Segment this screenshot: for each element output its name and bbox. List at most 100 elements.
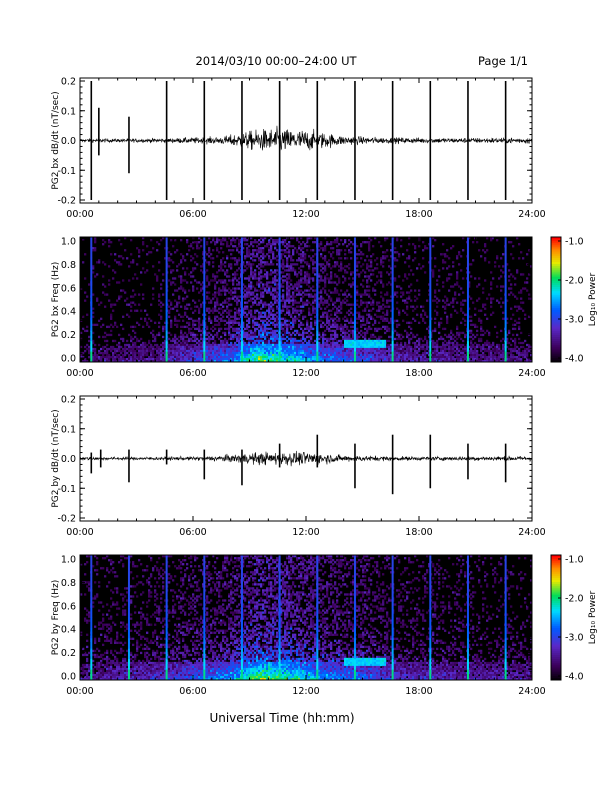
spectrogram-cell — [332, 359, 335, 363]
spectrogram-cell — [148, 359, 151, 363]
spectrogram-cell — [384, 317, 387, 320]
spectrogram-cell — [472, 343, 475, 347]
spectrogram-cell — [212, 359, 215, 363]
spectrogram-cell — [448, 353, 451, 357]
spectrogram-cell — [282, 333, 285, 337]
spectrogram-cell — [178, 345, 181, 349]
spectrogram-cell — [178, 301, 181, 304]
spectrogram-cell — [308, 341, 311, 345]
spectrogram-cell — [246, 345, 249, 349]
spectrogram-cell — [352, 303, 355, 306]
spectrogram-cell — [394, 265, 397, 268]
spectrogram-cell — [356, 347, 359, 351]
spectrogram-cell — [350, 295, 353, 298]
spectrogram-cell — [384, 343, 387, 347]
spectrogram-cell — [256, 323, 259, 327]
spectrogram-cell — [384, 305, 387, 308]
spectrogram-cell — [336, 323, 339, 327]
spectrogram-cell — [286, 247, 289, 250]
spectrogram-cell — [326, 243, 329, 246]
spectrogram-cell — [338, 349, 341, 353]
spectrogram-cell — [214, 241, 217, 244]
spectrogram-cell — [444, 255, 447, 258]
spectrogram-cell — [200, 335, 203, 339]
spectrogram-cell — [324, 265, 327, 268]
spectrogram-cell — [360, 301, 363, 304]
spectrogram-cell — [238, 321, 241, 324]
spectrogram-cell — [256, 297, 259, 300]
spectrogram-cell — [312, 345, 315, 349]
spectrogram-cell — [98, 259, 101, 262]
spectrogram-cell — [298, 333, 301, 337]
spectrogram-cell — [280, 331, 283, 335]
spectrogram-cell — [170, 343, 173, 347]
spectrogram-cell — [256, 293, 259, 296]
spectrogram-cell — [254, 345, 257, 349]
spectrogram-cell — [434, 265, 437, 268]
spectrogram-cell — [156, 345, 159, 349]
spectrogram-cell — [380, 263, 383, 266]
spectrogram-cell — [230, 279, 233, 282]
spectrogram-cell — [262, 301, 265, 304]
spectrogram-cell — [390, 349, 393, 353]
spectrogram-cell — [122, 339, 125, 343]
spectrogram-cell — [226, 269, 229, 272]
spectrogram-cell — [436, 347, 439, 351]
spectrogram-cell — [150, 347, 153, 351]
spectrogram-cell — [92, 267, 95, 270]
spectrogram-cell — [330, 333, 333, 337]
spectrogram-cell — [318, 359, 321, 363]
spectrogram-cell — [364, 347, 367, 351]
spectrogram-cell — [272, 303, 275, 306]
spectrogram-cell — [274, 345, 277, 349]
spectrogram-cell — [232, 337, 235, 341]
spectrogram-cell — [244, 237, 247, 240]
spectrogram-cell — [92, 311, 95, 314]
spectrogram-cell — [222, 347, 225, 351]
spectrogram-cell — [408, 273, 411, 276]
spectrogram-cell — [342, 293, 345, 296]
spectrogram-cell — [434, 353, 437, 357]
spectrogram-cell — [188, 351, 191, 355]
spectrogram-cell — [284, 269, 287, 272]
spectrogram-cell — [326, 311, 329, 314]
spectrogram-cell — [236, 311, 239, 314]
spectrogram-cell — [248, 325, 251, 329]
spectrogram-cell — [356, 341, 359, 345]
spectrogram-cell — [286, 273, 289, 276]
spectrogram-cell — [264, 341, 267, 345]
spectrogram-cell — [102, 347, 105, 351]
spectrogram-cell — [306, 319, 309, 322]
spectrogram-cell — [268, 239, 271, 242]
spectrogram-cell — [416, 279, 419, 282]
spectrogram-cell — [344, 357, 347, 361]
spectrogram-cell — [244, 347, 247, 351]
spectrogram-cell — [206, 275, 209, 278]
spectrogram-cell — [246, 267, 249, 270]
spectrogram-cell — [380, 351, 383, 355]
spectrogram-cell — [92, 347, 95, 351]
spectrogram-cell — [326, 349, 329, 353]
spectrogram-cell — [332, 303, 335, 306]
spectrogram-cell — [304, 359, 307, 363]
spectrogram-cell — [448, 333, 451, 337]
spectrogram-cell — [276, 329, 279, 333]
spectrogram-cell — [442, 341, 445, 345]
spectrogram-cell — [388, 273, 391, 276]
spectrogram-cell — [156, 355, 159, 359]
spectrogram-cell — [374, 329, 377, 333]
spectrogram-cell — [338, 265, 341, 268]
spectrogram-cell — [414, 353, 417, 357]
spectrogram-cell — [206, 331, 209, 335]
spectrogram-cell — [472, 355, 475, 359]
spectrogram-cell — [342, 337, 345, 341]
spectrogram-cell — [386, 283, 389, 286]
spectrogram-cell — [266, 281, 269, 284]
spectrogram-cell — [416, 357, 419, 361]
spectrogram-cell — [370, 335, 373, 339]
spectrogram-cell — [168, 279, 171, 282]
spectrogram-cell — [288, 355, 291, 359]
spectrogram-cell — [394, 359, 397, 363]
spectrogram-cell — [94, 239, 97, 242]
